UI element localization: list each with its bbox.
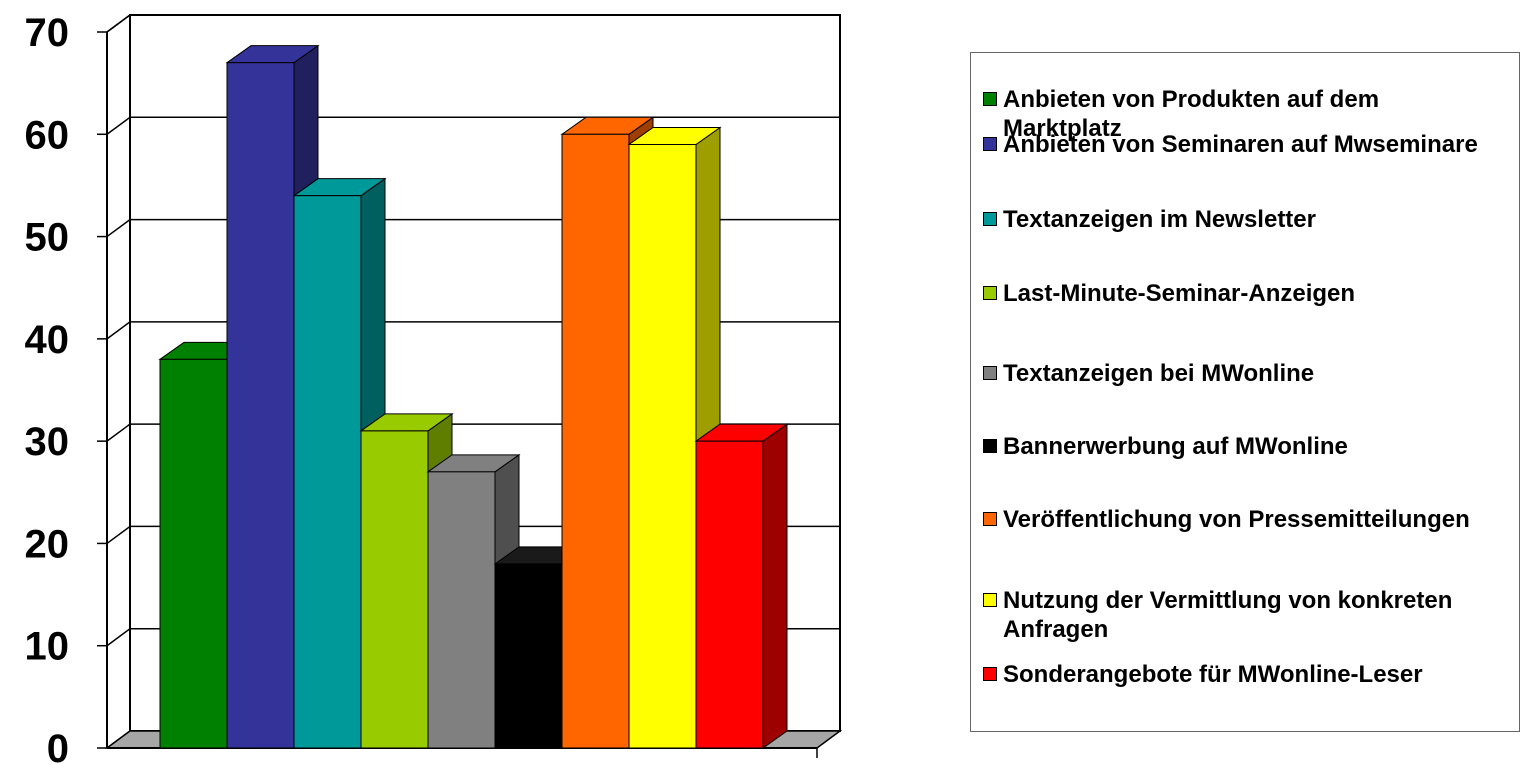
bar (695, 440, 764, 749)
y-tick-label: 60 (25, 113, 70, 157)
side-wall-grid (106, 423, 131, 442)
legend-item: Textanzeigen bei MWonline (983, 359, 1513, 388)
legend-item: Nutzung der Vermittlung von konkreten An… (983, 586, 1513, 644)
legend-label: Last-Minute-Seminar-Anzeigen (1003, 280, 1356, 307)
side-wall-grid (106, 525, 131, 545)
bar (494, 563, 563, 749)
bar-side (762, 423, 788, 749)
side-wall-grid (106, 116, 131, 135)
chart-legend: Anbieten von Produkten auf dem Marktplat… (970, 52, 1520, 732)
legend-label: Nutzung der Vermittlung von konkreten An… (1003, 587, 1453, 643)
bar (628, 144, 697, 749)
legend-item: Sonderangebote für MWonline-Leser (983, 660, 1513, 689)
legend-label: Textanzeigen im Newsletter (1003, 206, 1316, 233)
legend-label: Bannerwerbung auf MWonline (1003, 433, 1348, 460)
y-tick-label: 50 (25, 216, 70, 260)
legend-item: Bannerwerbung auf MWonline (983, 432, 1513, 461)
y-tick-label: 70 (25, 11, 70, 55)
legend-swatch (983, 366, 997, 380)
y-tick-label: 30 (25, 420, 70, 464)
y-tick-label: 10 (25, 625, 70, 669)
bar (427, 471, 496, 749)
y-tick-label: 0 (47, 727, 69, 765)
legend-swatch (983, 286, 997, 300)
bar (226, 62, 295, 749)
legend-swatch (983, 593, 997, 607)
legend-item: Anbieten von Produkten auf dem Marktplat… (983, 85, 1513, 143)
side-wall-grid (106, 218, 131, 238)
legend-label: Anbieten von Produkten auf dem Marktplat… (1003, 86, 1380, 142)
y-tick-label: 20 (25, 522, 70, 566)
bar (360, 430, 429, 749)
side-wall-grid (106, 628, 131, 647)
legend-item: Textanzeigen im Newsletter (983, 205, 1513, 234)
legend-swatch (983, 137, 997, 151)
legend-label: Veröffentlichung von Pressemitteilungen (1003, 506, 1470, 533)
legend-swatch (983, 92, 997, 106)
legend-item: Anbieten von Seminaren auf Mwseminare (983, 130, 1513, 159)
bar (293, 195, 362, 749)
legend-swatch (983, 212, 997, 226)
side-wall-top (106, 14, 131, 33)
bar (159, 358, 228, 749)
side-wall-grid (106, 321, 131, 340)
legend-swatch (983, 667, 997, 681)
legend-swatch (983, 439, 997, 453)
legend-swatch (983, 512, 997, 526)
legend-label: Textanzeigen bei MWonline (1003, 360, 1315, 387)
legend-item: Veröffentlichung von Pressemitteilungen (983, 505, 1513, 534)
y-tick-label: 40 (25, 318, 70, 362)
legend-label: Anbieten von Seminaren auf Mwseminare (1003, 131, 1478, 158)
legend-item: Last-Minute-Seminar-Anzeigen (983, 279, 1513, 308)
legend-label: Sonderangebote für MWonline-Leser (1003, 661, 1423, 688)
bar (561, 133, 630, 749)
